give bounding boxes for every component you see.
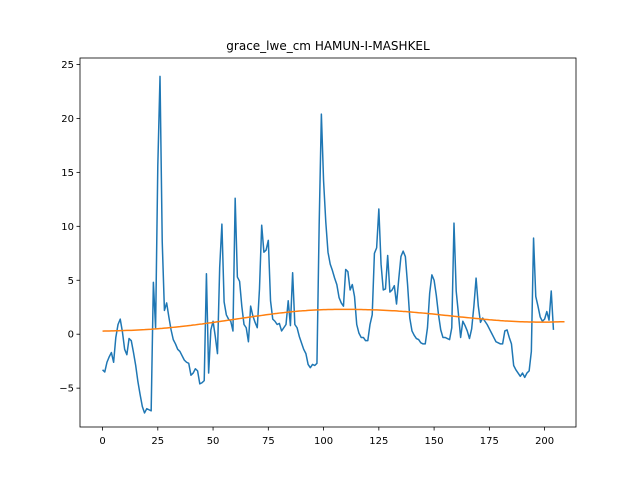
y-axis: −5 0 5 10 15 20 25 xyxy=(59,60,80,395)
y-tick-label: 0 xyxy=(68,330,74,341)
y-tick-label: 5 xyxy=(68,276,74,287)
x-tick-label: 175 xyxy=(480,436,499,447)
x-tick-label: 100 xyxy=(314,436,333,447)
x-tick-label: 0 xyxy=(99,436,105,447)
x-tick-label: 50 xyxy=(207,436,220,447)
x-tick-label: 200 xyxy=(535,436,554,447)
series-line-2 xyxy=(102,308,565,332)
y-tick-label: −5 xyxy=(59,384,74,395)
x-tick-label: 25 xyxy=(151,436,164,447)
y-tick-label: 25 xyxy=(61,60,74,71)
plot-area-frame xyxy=(79,57,577,428)
x-axis: 0 25 50 75 100 125 150 175 200 xyxy=(99,427,554,447)
x-tick-label: 125 xyxy=(369,436,388,447)
series-layer xyxy=(102,75,565,414)
series-line-1 xyxy=(102,75,555,414)
y-tick-label: 10 xyxy=(61,222,74,233)
y-tick-label: 20 xyxy=(61,114,74,125)
chart-title: grace_lwe_cm HAMUN-I-MASHKEL xyxy=(226,39,430,53)
x-tick-label: 75 xyxy=(262,436,275,447)
x-tick-label: 150 xyxy=(425,436,444,447)
y-tick-label: 15 xyxy=(61,168,74,179)
